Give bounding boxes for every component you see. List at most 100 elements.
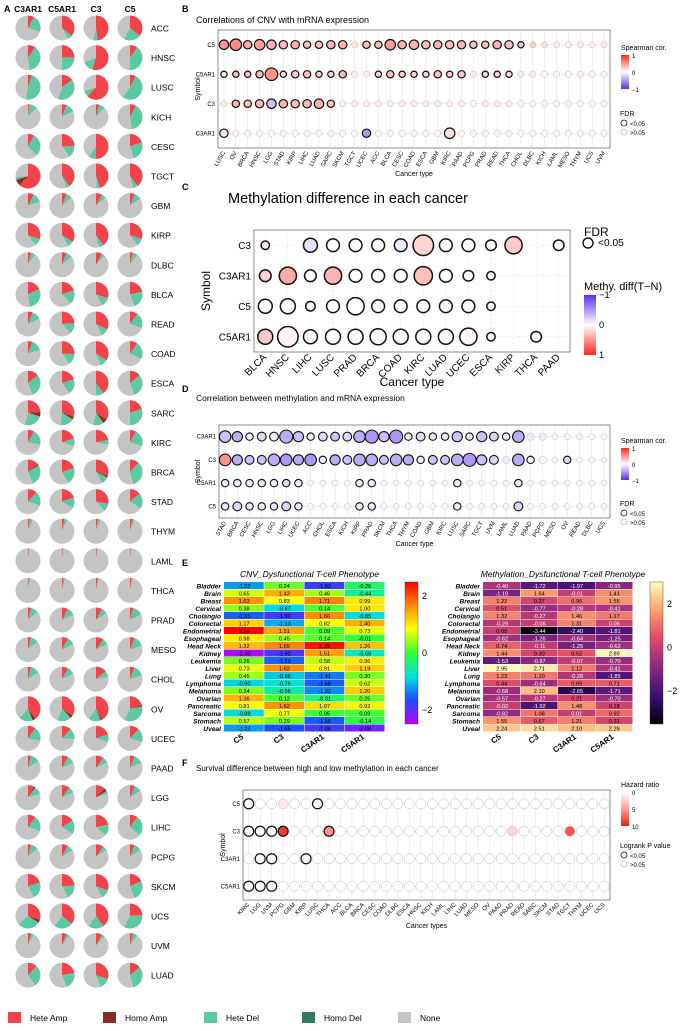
cell-value: 1.08 xyxy=(534,711,545,717)
pie-slice xyxy=(62,548,64,561)
pie-row-label: ESCA xyxy=(151,379,174,389)
heatmap-cell xyxy=(595,694,633,702)
pie-slice xyxy=(96,133,109,159)
pie-column-header: C5 xyxy=(125,4,136,14)
pie-slice xyxy=(130,133,142,147)
heatmap-cell xyxy=(264,589,304,597)
heatmap-cell xyxy=(224,582,264,589)
data-point xyxy=(254,98,265,109)
data-point xyxy=(432,39,443,50)
pie-slice xyxy=(62,104,67,117)
data-point xyxy=(505,70,513,79)
pie-slice xyxy=(87,74,109,100)
x-tick-label: SKCM xyxy=(332,151,346,169)
pie-slice xyxy=(49,518,75,544)
data-point xyxy=(279,453,293,467)
pie-slice xyxy=(83,281,103,307)
pie-slice xyxy=(28,465,41,484)
cell-value: -1.13 xyxy=(278,621,291,627)
heatmap-cell xyxy=(304,687,345,694)
data-point xyxy=(449,881,461,892)
heatmap-cell xyxy=(304,702,345,709)
y-tick-label: C5 xyxy=(238,302,251,313)
data-point xyxy=(576,881,587,892)
pie-slice xyxy=(96,383,104,396)
data-point xyxy=(564,881,576,892)
heatmap-cell xyxy=(483,649,520,657)
pie-slice xyxy=(130,518,135,532)
pie-slice xyxy=(28,312,40,324)
pie-slice xyxy=(15,489,40,515)
pie-slice xyxy=(62,438,75,447)
data-point xyxy=(268,129,275,137)
data-point xyxy=(576,456,583,464)
data-point xyxy=(438,826,449,837)
data-point xyxy=(339,129,347,137)
pie-slice xyxy=(117,252,143,278)
data-point xyxy=(232,70,240,79)
pie-slice xyxy=(117,725,142,751)
cell-value: -0.06 xyxy=(533,621,546,627)
pie-slice xyxy=(49,903,62,927)
data-point xyxy=(289,853,300,864)
pie-slice xyxy=(92,45,109,71)
pie-slice xyxy=(117,459,134,485)
data-point xyxy=(469,100,477,108)
pie-slice xyxy=(92,412,104,426)
data-point xyxy=(507,881,518,892)
data-point xyxy=(517,40,525,49)
pie-slice xyxy=(130,431,143,447)
pie-slice xyxy=(15,755,41,781)
cell-value: 0.46 xyxy=(319,591,330,597)
data-point xyxy=(438,798,449,809)
x-tick-label: LIHC xyxy=(277,520,289,535)
data-point xyxy=(243,70,252,79)
pie-slice xyxy=(117,163,134,189)
heatmap-cell xyxy=(520,582,558,589)
pie-slice xyxy=(62,235,73,247)
cell-value: 1.66 xyxy=(319,614,330,620)
cell-value: 1.20 xyxy=(359,689,370,695)
pie-slice xyxy=(96,725,108,739)
data-point xyxy=(530,798,541,809)
data-point xyxy=(325,238,341,253)
x-tick-label: PAAD xyxy=(536,352,563,379)
colorbar xyxy=(404,581,419,725)
pie-slice xyxy=(117,222,138,248)
data-point xyxy=(449,853,461,864)
colorbar-tick: −1 xyxy=(632,88,639,94)
legend-symbol xyxy=(582,237,594,249)
cell-value: -2.40 xyxy=(238,651,251,657)
pie-slice xyxy=(83,104,109,130)
x-tick-label: UCS xyxy=(584,151,596,165)
pie-slice xyxy=(88,146,96,159)
data-point xyxy=(281,478,291,488)
row-label: Lymphoma xyxy=(445,681,481,688)
cell-value: -1.23 xyxy=(238,726,251,732)
cell-value: -1.41 xyxy=(318,674,331,680)
pie-slice xyxy=(130,408,143,426)
pie-slice xyxy=(28,104,30,117)
data-point xyxy=(551,456,559,464)
heatmap-cell xyxy=(483,694,520,702)
heatmap-cell xyxy=(483,634,520,642)
heatmap-cell xyxy=(595,672,633,679)
data-point xyxy=(422,70,430,79)
pie-slice xyxy=(62,820,75,834)
pie-slice xyxy=(62,757,74,768)
legend-label: >0.05 xyxy=(630,521,646,527)
y-axis-label: Symbol xyxy=(199,271,213,311)
data-point xyxy=(392,479,400,487)
data-point xyxy=(342,454,353,465)
row-label: Endometrial xyxy=(442,628,480,635)
data-point xyxy=(381,853,392,864)
data-point xyxy=(493,100,501,108)
pie-slice xyxy=(62,146,75,157)
row-label: Melanoma xyxy=(448,688,481,695)
cell-value: -1.53 xyxy=(495,659,508,665)
data-point xyxy=(417,479,424,487)
x-tick-label: PRAD xyxy=(332,352,359,379)
data-point xyxy=(415,826,427,837)
legend-symbol xyxy=(620,119,628,127)
pie-slice xyxy=(28,667,39,680)
